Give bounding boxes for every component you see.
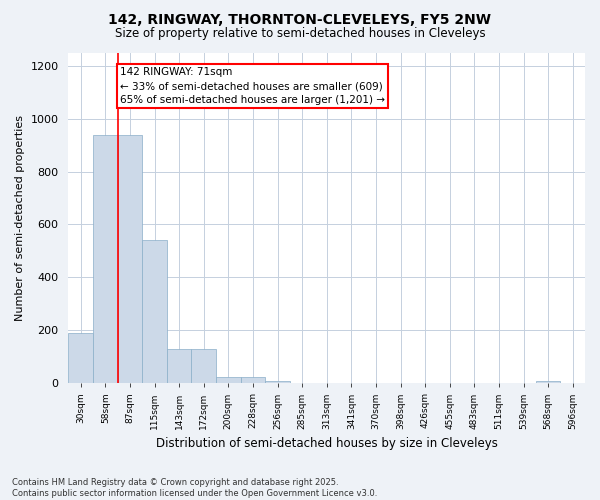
Bar (68, 333, 93, 384)
Text: Size of property relative to semi-detached houses in Cleveleys: Size of property relative to semi-detach… (115, 28, 485, 40)
Bar (93, 134, 118, 384)
Bar (118, 134, 142, 384)
Text: 142 RINGWAY: 71sqm
← 33% of semi-detached houses are smaller (609)
65% of semi-d: 142 RINGWAY: 71sqm ← 33% of semi-detache… (120, 67, 385, 105)
Text: 142, RINGWAY, THORNTON-CLEVELEYS, FY5 2NW: 142, RINGWAY, THORNTON-CLEVELEYS, FY5 2N… (109, 12, 491, 26)
Bar (241, 376, 265, 384)
Text: Contains HM Land Registry data © Crown copyright and database right 2025.
Contai: Contains HM Land Registry data © Crown c… (12, 478, 377, 498)
Bar (142, 240, 167, 384)
Bar (536, 380, 560, 384)
Y-axis label: Number of semi-detached properties: Number of semi-detached properties (15, 115, 25, 321)
Bar (216, 376, 241, 384)
Bar (191, 349, 216, 384)
Bar (265, 380, 290, 384)
Bar (167, 349, 191, 384)
X-axis label: Distribution of semi-detached houses by size in Cleveleys: Distribution of semi-detached houses by … (156, 437, 497, 450)
